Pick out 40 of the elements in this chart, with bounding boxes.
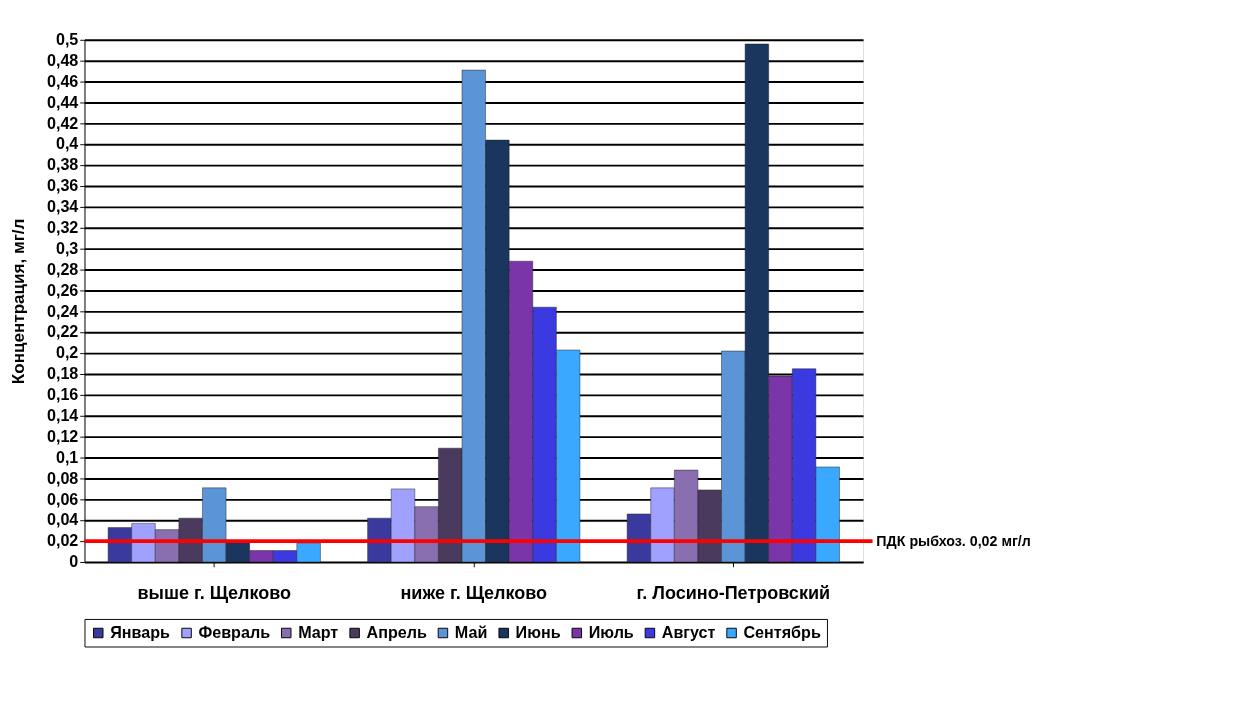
y-tick-label: 0,22 — [46, 322, 79, 341]
y-tick-label: 0,3 — [55, 238, 79, 257]
legend-label: Апрель — [366, 622, 427, 641]
y-tick-label: 0,34 — [46, 197, 79, 216]
x-tick-label: выше г. Щелково — [137, 582, 292, 603]
y-tick-label: 0,44 — [46, 92, 79, 111]
legend-label: Июнь — [515, 622, 561, 641]
y-tick-label: 0,32 — [46, 218, 79, 237]
y-tick-label: 0,4 — [55, 134, 79, 153]
y-tick-label: 0,06 — [46, 489, 79, 508]
y-tick-label: 0,14 — [46, 406, 79, 425]
y-tick-label: 0,42 — [46, 113, 79, 132]
y-tick-label: 0,24 — [46, 301, 79, 320]
y-tick-label: 0,38 — [46, 155, 79, 174]
y-tick-label: 0,1 — [55, 447, 79, 466]
y-tick-label: 0,5 — [55, 30, 79, 49]
y-tick-label: 0,16 — [46, 385, 79, 404]
ref-line-label: ПДК рыбхоз. 0,02 мг/л — [876, 532, 1031, 549]
y-tick-label: 0,02 — [46, 531, 79, 550]
y-tick-label: 0,28 — [46, 259, 79, 278]
y-tick-label: 0 — [69, 552, 79, 571]
legend-label: Июль — [588, 622, 634, 641]
legend-label: Март — [298, 622, 339, 641]
legend-label: Май — [454, 622, 488, 641]
y-tick-label: 0,48 — [46, 50, 79, 69]
y-axis-title: Концентрация, мг/л — [9, 218, 29, 385]
y-tick-label: 0,08 — [46, 468, 79, 487]
y-tick-label: 0,36 — [46, 176, 79, 195]
y-tick-label: 0,46 — [46, 71, 79, 90]
y-tick-label: 0,04 — [46, 510, 79, 529]
legend-label: Февраль — [198, 622, 271, 641]
legend-label: Август — [661, 622, 716, 641]
y-tick-label: 0,26 — [46, 280, 79, 299]
y-tick-label: 0,2 — [55, 343, 79, 362]
x-tick-label: г. Лосино-Петровский — [636, 582, 831, 603]
legend-label: Сентябрь — [743, 622, 821, 641]
legend-label: Январь — [110, 622, 170, 641]
y-tick-label: 0,18 — [46, 364, 79, 383]
y-tick-label: 0,12 — [46, 426, 79, 445]
x-tick-label: ниже г. Щелково — [400, 582, 548, 603]
